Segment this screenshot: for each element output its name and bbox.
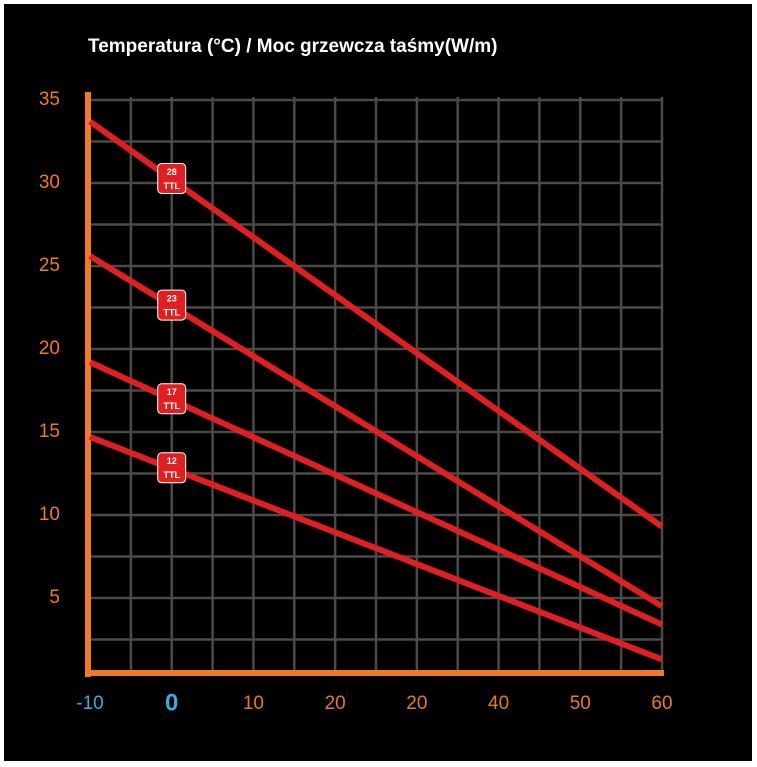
x-tick-label: 10	[243, 693, 264, 714]
line-label: TTL	[163, 470, 180, 480]
y-tick-label: 15	[39, 421, 60, 442]
background	[4, 4, 752, 761]
line-label: TTL	[163, 307, 180, 317]
line-label-box	[157, 162, 187, 194]
line-label-box	[157, 452, 187, 484]
y-tick-label: 35	[39, 89, 60, 110]
line-label: 23	[167, 293, 177, 303]
line-label: TTL	[163, 401, 180, 411]
line-label: 12	[167, 456, 177, 466]
line-label: TTL	[163, 181, 180, 191]
line-label-box	[157, 289, 187, 321]
y-tick-label: 25	[39, 255, 60, 276]
y-tick-label: 10	[39, 504, 60, 525]
x-tick-label: 0	[165, 689, 178, 716]
y-tick-label: 30	[39, 172, 60, 193]
line-label: 28	[167, 167, 177, 177]
x-tick-label: 60	[651, 693, 672, 714]
x-tick-label: 40	[488, 693, 509, 714]
chart-title: Temperatura (°C) / Moc grzewcza taśmy(W/…	[88, 36, 498, 57]
x-tick-label: 20	[325, 693, 346, 714]
x-tick-label: 50	[570, 693, 591, 714]
x-tick-label: 20	[406, 693, 427, 714]
x-tick-label: -10	[76, 693, 103, 714]
line-label-box	[157, 383, 187, 415]
line-label: 17	[167, 387, 177, 397]
y-tick-label: 5	[49, 587, 60, 608]
y-tick-label: 20	[39, 338, 60, 359]
